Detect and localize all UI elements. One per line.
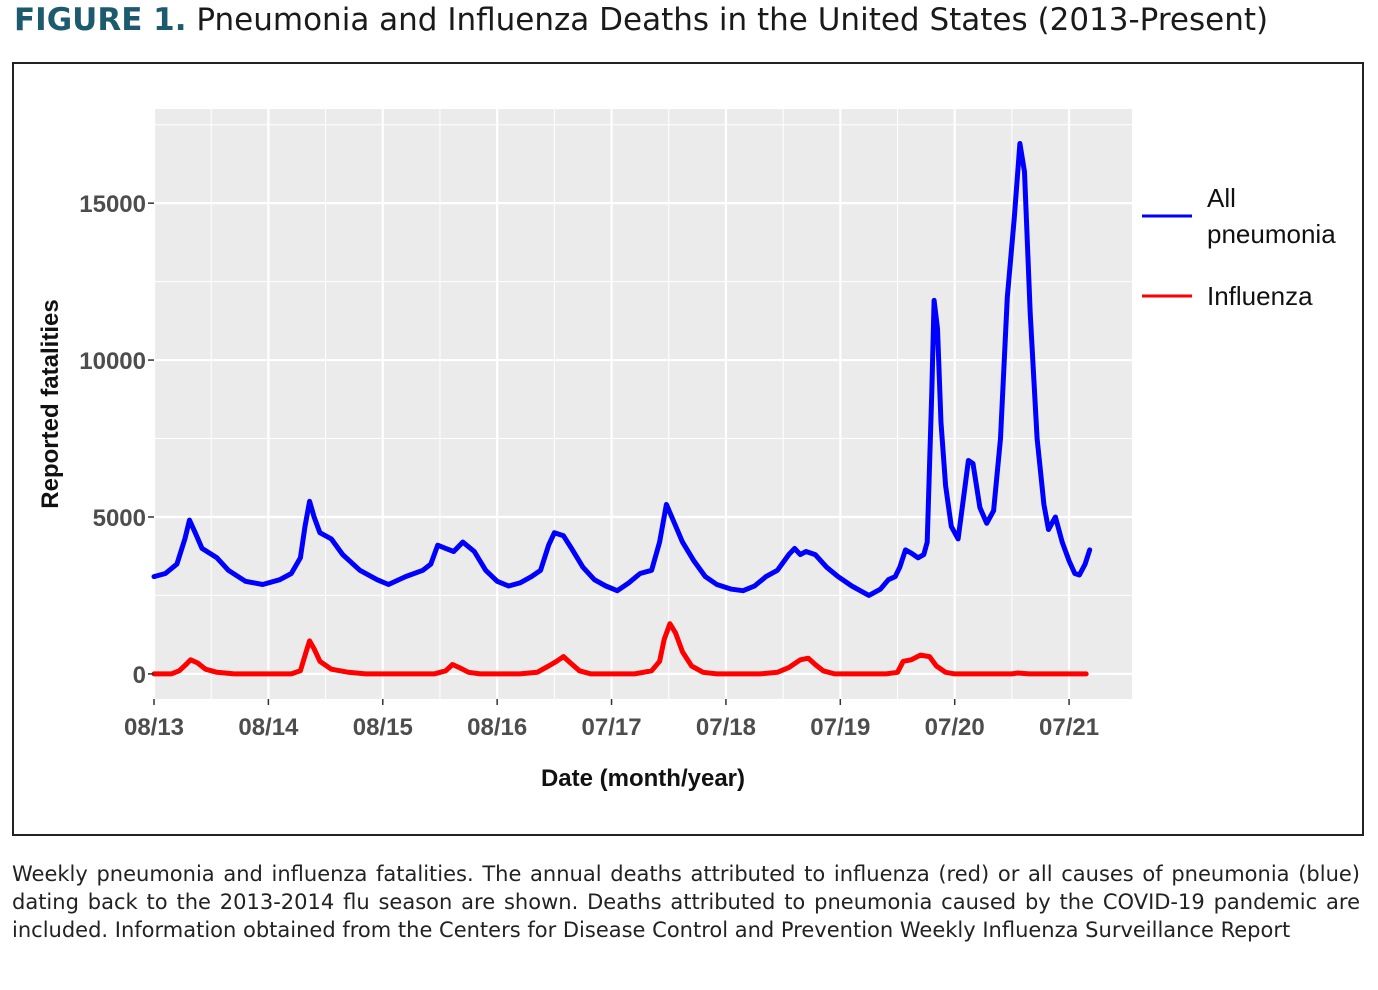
x-tick-label: 08/16 <box>467 714 527 741</box>
x-tick-label: 08/15 <box>353 714 413 741</box>
line-chart: 0 5000 10000 15000 08/13 08/14 08/15 08/16 07/1… <box>37 109 1336 792</box>
x-tick-label: 08/13 <box>124 714 184 741</box>
x-tick-label: 08/14 <box>238 714 299 741</box>
series-line-influenza <box>151 621 1089 677</box>
y-tick-label: 5000 <box>93 505 146 532</box>
series-line-all-pneumonia <box>151 141 1093 598</box>
x-tick-label: 07/19 <box>810 714 870 741</box>
figure-label: FIGURE 1. <box>14 2 187 38</box>
legend-label-influenza: Influenza <box>1207 281 1313 311</box>
x-axis: 08/13 08/14 08/15 08/16 07/17 07/18 07/19 07/20… <box>124 699 1099 741</box>
chart-frame: 0 5000 10000 15000 08/13 08/14 08/15 08/16 07/1… <box>12 62 1364 836</box>
figure-title-text: Pneumonia and Influenza Deaths in the Un… <box>196 2 1269 38</box>
plot-panel <box>154 109 1132 699</box>
x-axis-title: Date (month/year) <box>541 765 745 792</box>
y-tick-label: 15000 <box>79 191 146 218</box>
grid-minor <box>154 109 1132 699</box>
figure-title: FIGURE 1. Pneumonia and Influenza Deaths… <box>14 2 1268 38</box>
legend: All pneumonia Influenza <box>1142 183 1336 311</box>
legend-label-pneumonia: All pneumonia <box>1207 183 1336 249</box>
x-tick-label: 07/21 <box>1039 714 1099 741</box>
y-axis-title: Reported fatalities <box>37 299 64 508</box>
figure-caption: Weekly pneumonia and influenza fatalitie… <box>12 862 1360 942</box>
y-tick-label: 0 <box>133 662 146 689</box>
y-tick-label: 10000 <box>79 348 146 375</box>
series-layer <box>151 141 1093 677</box>
x-tick-label: 07/20 <box>925 714 985 741</box>
x-tick-label: 07/18 <box>696 714 756 741</box>
x-tick-label: 07/17 <box>582 714 642 741</box>
y-axis: 0 5000 10000 15000 <box>79 191 154 689</box>
